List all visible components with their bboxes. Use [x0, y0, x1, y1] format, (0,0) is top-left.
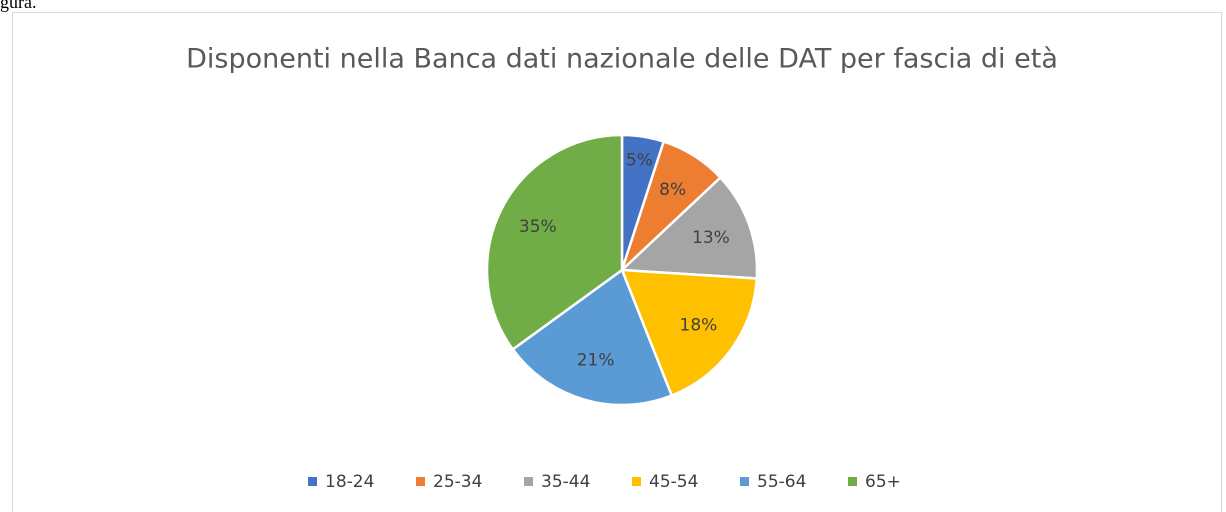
legend-label: 45-54	[649, 472, 698, 492]
data-label: 8%	[659, 180, 686, 200]
legend-swatch	[416, 477, 425, 486]
data-label: 21%	[577, 351, 615, 371]
pie-slice	[511, 268, 674, 407]
data-label: 5%	[626, 151, 653, 171]
legend-swatch	[308, 477, 317, 486]
legend-swatch	[740, 477, 749, 486]
chart-title: Disponenti nella Banca dati nazionale de…	[186, 44, 1058, 75]
pie-slice	[620, 268, 759, 398]
legend-label: 55-64	[757, 472, 806, 492]
legend-swatch	[848, 477, 857, 486]
legend-swatch	[632, 477, 641, 486]
legend-label: 65+	[865, 472, 901, 492]
data-label: 13%	[692, 228, 730, 248]
legend-label: 25-34	[433, 472, 482, 492]
legend-swatch	[524, 477, 533, 486]
pie-slice	[485, 133, 624, 352]
data-label: 35%	[519, 217, 557, 237]
caption: gura.	[0, 0, 36, 12]
data-label: 18%	[680, 316, 718, 336]
legend-label: 18-24	[325, 472, 374, 492]
pie-slice	[619, 175, 759, 280]
legend-label: 35-44	[541, 472, 590, 492]
